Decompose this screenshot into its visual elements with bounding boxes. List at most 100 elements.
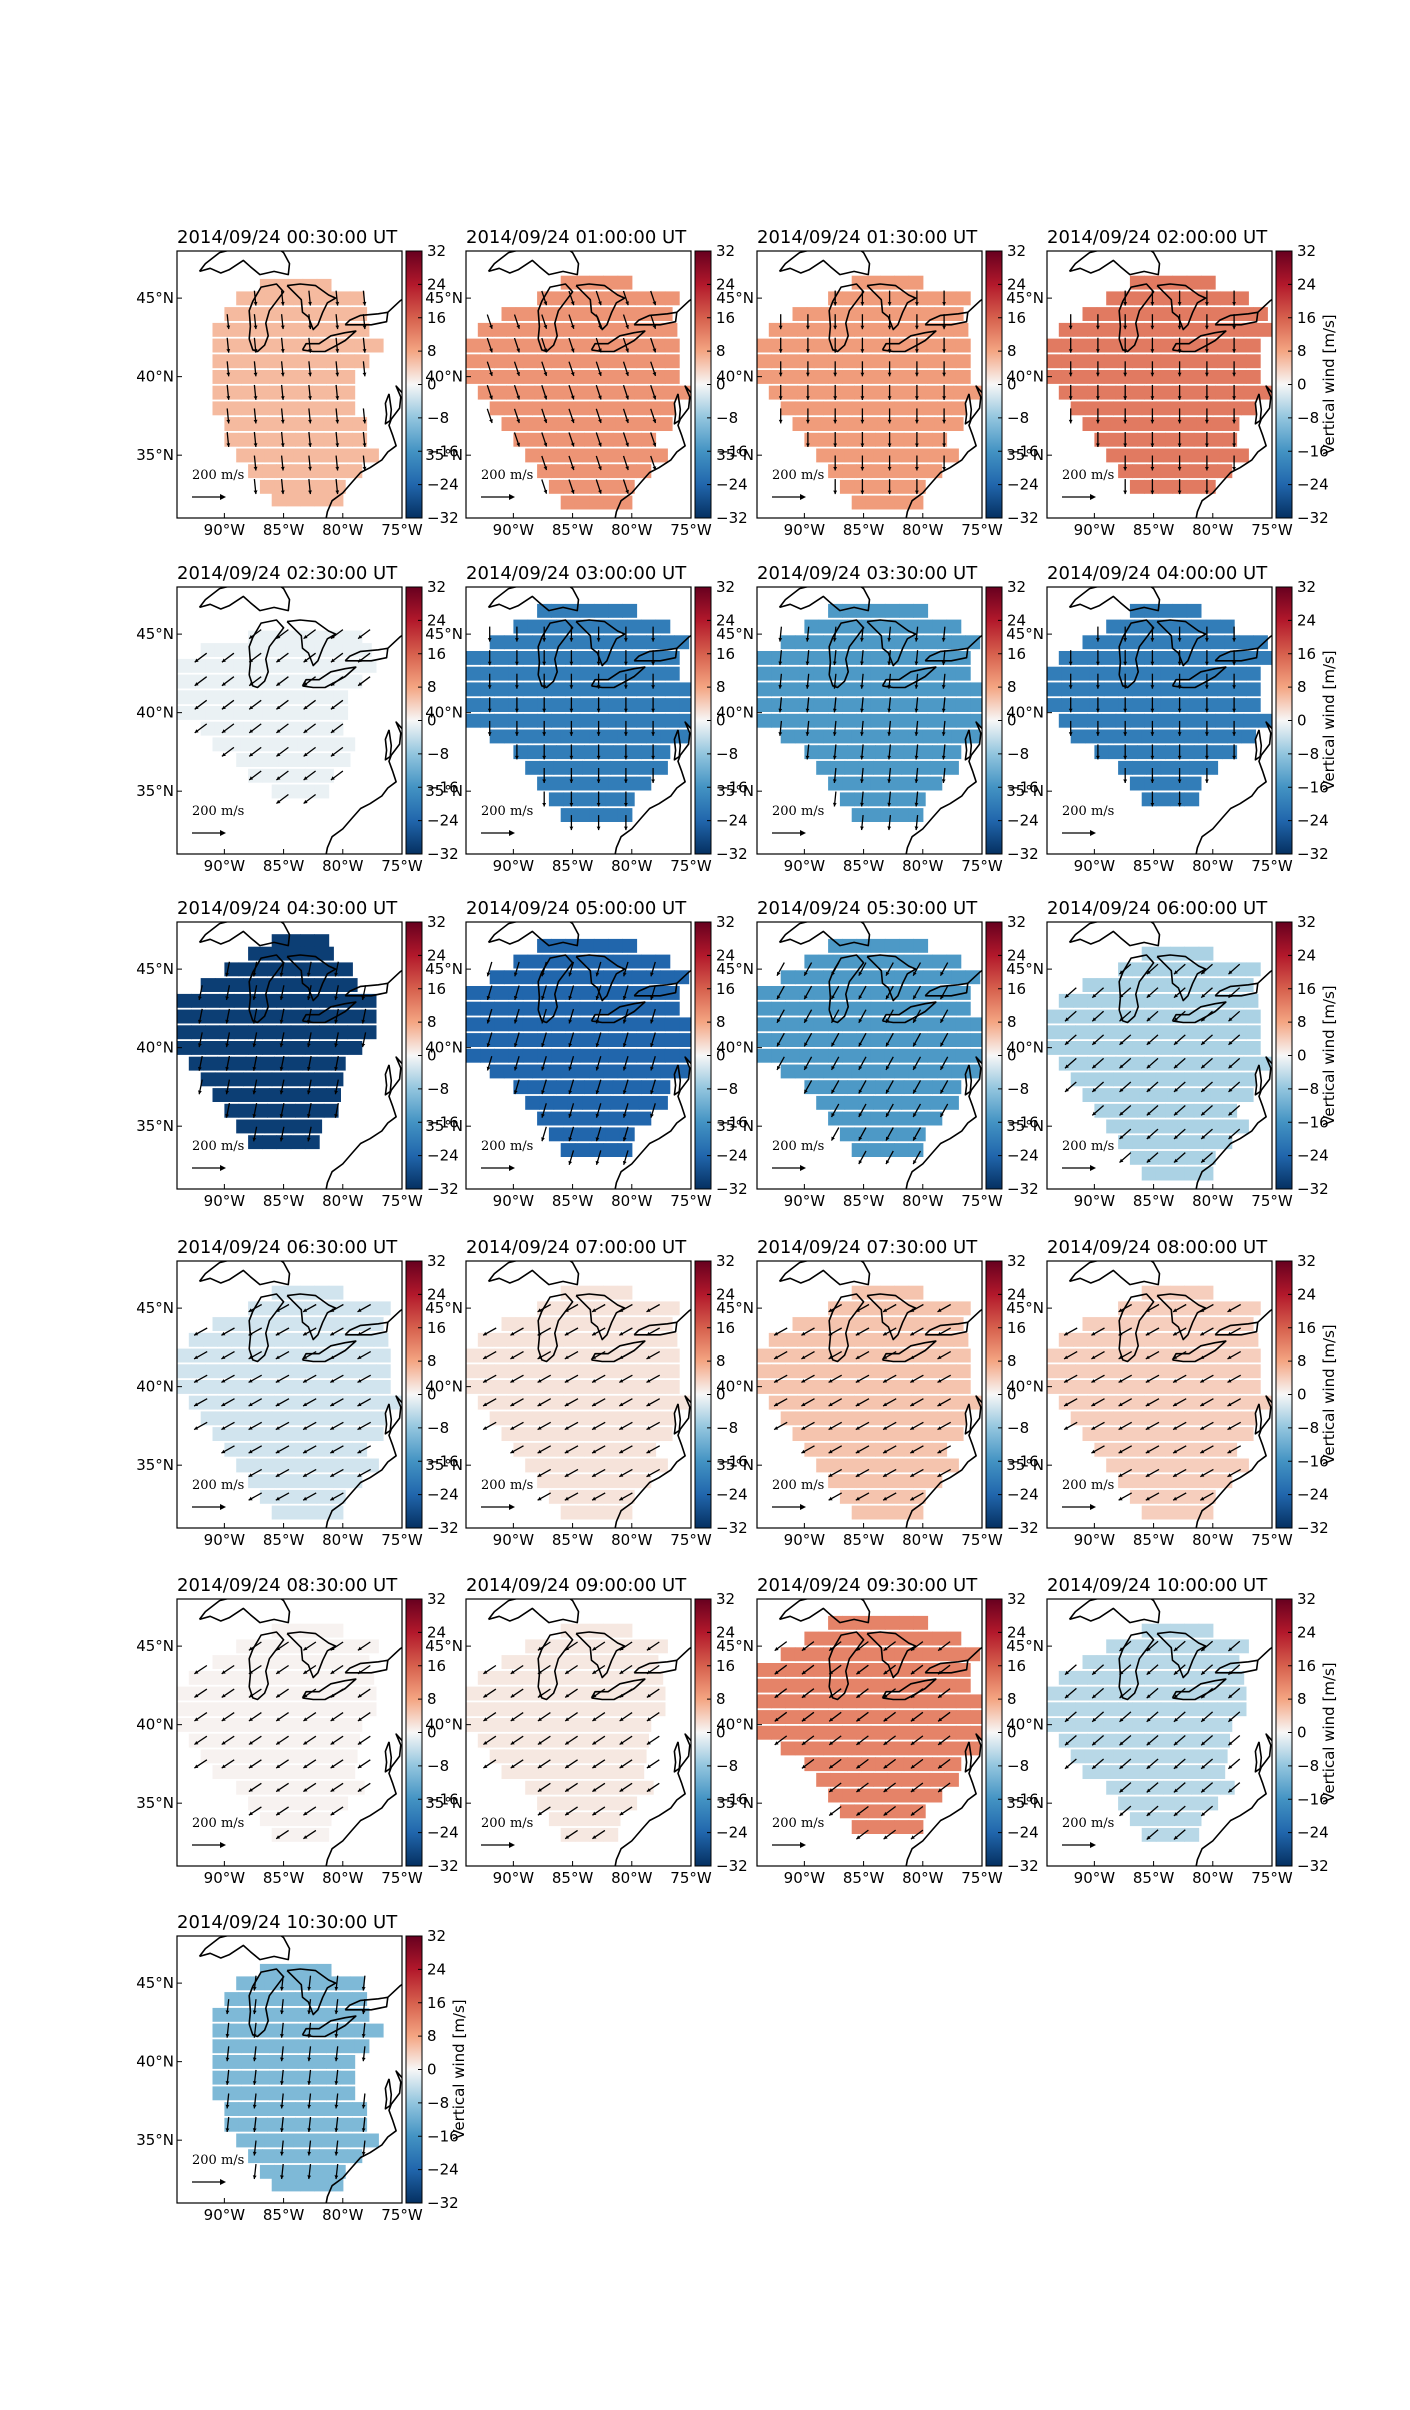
- colorbar-tick-label: 8: [716, 342, 726, 360]
- field-cell: [274, 479, 289, 494]
- wind-arrow-head: [1177, 349, 1182, 353]
- field-cell: [1189, 1380, 1204, 1394]
- field-cell: [818, 619, 834, 634]
- wind-arrow-head: [622, 1043, 627, 1047]
- wind-arrow-head: [221, 1449, 226, 1454]
- field-cell: [1087, 1056, 1103, 1071]
- wind-arrow-head: [1150, 467, 1155, 471]
- wind-arrow-head: [543, 395, 548, 400]
- wind-arrow-head: [543, 442, 548, 447]
- wind-arrow-head: [651, 708, 655, 713]
- wind-arrow-head: [915, 372, 919, 377]
- wind-arrow-head: [249, 776, 254, 780]
- wind-arrow-head: [1118, 1402, 1123, 1406]
- field-cell: [835, 1317, 850, 1331]
- field-cell: [243, 643, 259, 657]
- field-cell: [948, 417, 964, 431]
- coastline: [301, 330, 357, 353]
- field-cell: [927, 1301, 943, 1316]
- wind-arrow-head: [1068, 661, 1073, 666]
- lat-tick-label: 45°N: [136, 289, 174, 307]
- field-cell: [889, 745, 905, 760]
- field-cell: [269, 737, 285, 752]
- colorbar-tick-label: −8: [716, 1419, 738, 1437]
- field-cell: [314, 934, 330, 949]
- field-cell: [955, 682, 971, 697]
- wind-arrow-head: [805, 661, 810, 666]
- map-frame: [1046, 921, 1273, 1190]
- field-cell: [1118, 1364, 1133, 1379]
- field-cell: [1061, 1041, 1076, 1055]
- field-cell: [792, 417, 808, 431]
- lat-tick-label: 40°N: [716, 704, 754, 722]
- wind-arrow-head: [887, 349, 892, 353]
- wind-arrow-head: [489, 419, 493, 423]
- wind-arrow-head: [596, 755, 601, 760]
- field-cell: [1153, 1427, 1169, 1441]
- wind-arrow-head: [832, 637, 837, 642]
- wind-arrow-head: [860, 419, 865, 424]
- coastline: [384, 1064, 393, 1096]
- lon-axis: 90°W 85°W 80°W 75°W: [784, 1184, 1003, 1210]
- field-cell: [757, 370, 772, 384]
- field-cell: [567, 1095, 583, 1110]
- field-cell: [1170, 1285, 1185, 1300]
- wind-arrow-head: [1173, 1355, 1178, 1359]
- field-cell: [780, 729, 796, 744]
- field-cell: [480, 986, 495, 1000]
- field-cell: [1075, 1041, 1091, 1055]
- field-cell: [589, 808, 604, 822]
- panel-title: 2014/09/24 05:00:00 UT: [466, 898, 687, 919]
- field-cell: [922, 970, 938, 985]
- wind-arrow-head: [361, 1019, 366, 1024]
- field-cell: [813, 1380, 829, 1394]
- field-cell: [832, 1442, 848, 1457]
- wind-arrow-head: [1227, 1308, 1232, 1312]
- coastline: [1068, 251, 1161, 276]
- field-cell: [806, 417, 822, 431]
- wind-arrow-head: [937, 1379, 942, 1383]
- colorbar-tick-label: −24: [1007, 1147, 1039, 1165]
- coastline: [778, 1261, 871, 1286]
- wind-arrow-head: [860, 755, 864, 760]
- lon-tick-label: 90°W: [784, 1531, 826, 1549]
- field-cell: [1146, 370, 1162, 384]
- panel-title: 2014/09/24 02:00:00 UT: [1047, 227, 1268, 248]
- field-cell: [513, 954, 529, 969]
- field-cell: [1129, 776, 1145, 791]
- field-cell: [466, 713, 481, 728]
- field-cell: [345, 1332, 360, 1347]
- field-cell: [577, 1489, 593, 1504]
- field-cell: [634, 1395, 649, 1410]
- colorbar-tick-label: −16: [427, 1452, 459, 1470]
- wind-arrow-head: [1150, 419, 1155, 424]
- field-cell: [188, 1332, 204, 1347]
- field-cell: [610, 1095, 626, 1110]
- map-frame: [176, 1260, 403, 1529]
- field-cell: [884, 713, 900, 728]
- wind-arrow-head: [275, 1379, 280, 1383]
- field-cell: [608, 713, 623, 728]
- field-cell: [361, 1364, 377, 1379]
- field-cell: [1096, 635, 1112, 650]
- wind-arrow-head: [942, 349, 946, 353]
- wind-arrow-head: [1150, 755, 1155, 760]
- field-cell: [203, 1056, 218, 1071]
- field-cell: [283, 338, 299, 353]
- wind-arrow-head: [940, 1065, 944, 1070]
- field-cell: [856, 682, 872, 697]
- wind-arrow-head: [1177, 396, 1182, 400]
- field-cell: [319, 658, 334, 673]
- wind-arrow-head: [622, 1090, 627, 1095]
- wind-arrow-head: [832, 779, 837, 783]
- field-cell: [570, 1080, 585, 1095]
- wind-arrow-head: [516, 395, 520, 400]
- field-cell: [617, 808, 633, 822]
- field-cell: [177, 706, 192, 720]
- field-cell: [574, 1505, 590, 1520]
- wind-arrow-head: [804, 971, 808, 976]
- field-cell: [522, 354, 538, 369]
- wind-arrow-head: [357, 1308, 362, 1312]
- wind-arrow-head: [249, 658, 254, 663]
- field-cell: [466, 682, 481, 697]
